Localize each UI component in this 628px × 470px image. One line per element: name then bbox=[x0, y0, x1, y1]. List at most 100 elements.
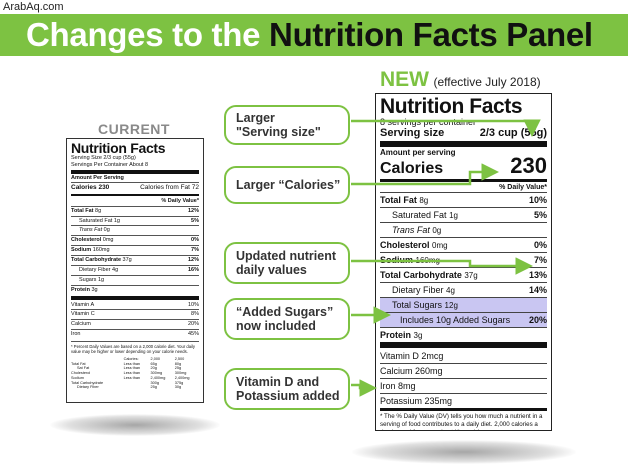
old-nutrient-dv: 12% bbox=[187, 257, 199, 263]
new-nutrient-label: Cholesterol 0mg bbox=[380, 240, 448, 250]
watermark: ArabAq.com bbox=[3, 1, 64, 13]
new-vitamin-label: Calcium 260mg bbox=[380, 366, 443, 376]
current-nutrition-label: Nutrition Facts Serving Size 2/3 cup (55… bbox=[66, 138, 204, 403]
new-nutrient-dv: 7% bbox=[533, 255, 547, 265]
new-vitamin-row: Potassium 235mg bbox=[380, 393, 547, 408]
new-amount-per-serving: Amount per serving bbox=[380, 148, 456, 157]
old-table-cell: 300g bbox=[150, 380, 159, 385]
new-nutrient-label: Saturated Fat 1g bbox=[392, 210, 458, 220]
new-nutrient-name: Total Fat bbox=[380, 195, 417, 205]
new-nutrient-dv: 20% bbox=[528, 315, 547, 325]
old-nutrient-label: Sugars 1g bbox=[79, 276, 105, 283]
new-nutrient-name: Dietary Fiber bbox=[392, 285, 444, 295]
callout-daily-values: Updated nutrient daily values bbox=[224, 242, 350, 284]
old-table-cell: Cholesterol bbox=[71, 371, 91, 376]
old-vitamin-row: Vitamin A 10% bbox=[71, 301, 199, 310]
old-vitamin-dv: 20% bbox=[187, 321, 199, 328]
callout-serving-size: Larger "Serving size" bbox=[224, 105, 350, 145]
old-table-cell: Less than bbox=[123, 375, 141, 380]
old-calories-from-fat: Calories from Fat 72 bbox=[140, 183, 199, 191]
new-nutrient-amount: 160mg bbox=[415, 256, 440, 265]
new-nutrient-row: Total Sugars 12g bbox=[380, 297, 547, 312]
old-table-cell: Total Fat bbox=[71, 361, 86, 366]
old-nutrient-name: Sodium bbox=[71, 247, 92, 254]
old-nutrient-row: Dietary Fiber 4g 16% bbox=[71, 264, 199, 275]
new-nutrient-amount: 1g bbox=[449, 211, 458, 220]
old-table-cell: Sodium bbox=[71, 375, 84, 380]
old-nutrient-label: Total Carbohydrate 37g bbox=[71, 257, 132, 263]
new-nutrient-name: Sodium bbox=[380, 255, 413, 265]
old-vitamin-dv: 10% bbox=[187, 301, 199, 308]
old-table-cell: 25g bbox=[174, 366, 182, 371]
new-nutrient-name: Includes 10g Added Sugars bbox=[400, 315, 511, 325]
page-title: Changes to the Nutrition Facts Panel bbox=[26, 16, 593, 54]
new-nutrient-name: Protein bbox=[380, 330, 412, 340]
old-nutrient-name: Trans Fat bbox=[79, 227, 103, 234]
new-serving-size-value: 2/3 cup (55g) bbox=[479, 127, 547, 139]
old-vitamin-label: Vitamin C bbox=[71, 311, 95, 318]
new-vitamin-label: Iron 8mg bbox=[380, 381, 416, 391]
new-nutrient-row: Dietary Fiber 4g 14% bbox=[380, 282, 547, 297]
old-table-cell: 80g bbox=[174, 361, 182, 366]
effective-date: (effective July 2018) bbox=[433, 75, 541, 89]
new-nutrient-label: Protein 3g bbox=[380, 330, 422, 340]
old-nutrient-label: Protein 3g bbox=[71, 286, 98, 293]
new-nutrition-label: Nutrition Facts 8 servings per container… bbox=[375, 93, 552, 431]
new-nutrient-name: Cholesterol bbox=[380, 240, 430, 250]
new-nutrient-row: Includes 10g Added Sugars 20% bbox=[380, 312, 547, 327]
old-nutrient-row: Saturated Fat 1g 5% bbox=[71, 215, 199, 226]
new-nutrient-row: Total Carbohydrate 37g 13% bbox=[380, 267, 547, 282]
current-label-shadow bbox=[50, 414, 220, 436]
new-servings: 8 servings per container bbox=[380, 117, 477, 127]
old-nutrient-label: Total Fat 8g bbox=[71, 207, 102, 214]
new-nutrient-label: Total Sugars 12g bbox=[392, 300, 458, 310]
new-nutrient-dv: 10% bbox=[528, 195, 547, 205]
old-footnote: * Percent Daily Values are based on a 2,… bbox=[71, 341, 199, 355]
new-nutrient-row: Sodium 160mg 7% bbox=[380, 252, 547, 267]
old-nutrient-label: Cholesterol 0mg bbox=[71, 237, 114, 244]
new-nutrient-row: Total Fat 8g 10% bbox=[380, 192, 547, 207]
old-nutrient-name: Saturated Fat bbox=[79, 217, 113, 224]
new-nutrient-amount: 3g bbox=[413, 331, 423, 340]
new-vitamin-label: Potassium 235mg bbox=[380, 396, 453, 406]
old-vitamin-row: Calcium 20% bbox=[71, 319, 199, 329]
new-nutrient-amount: 0mg bbox=[432, 241, 448, 250]
old-nutrient-label: Sodium 160mg bbox=[71, 247, 110, 254]
new-nutrient-name: Total Carbohydrate bbox=[380, 270, 462, 280]
new-nutrient-label: Trans Fat 0g bbox=[392, 225, 441, 235]
old-table-cell: Dietary Fiber bbox=[77, 385, 99, 390]
old-table-header-cell: 2,000 bbox=[150, 356, 161, 361]
old-table-row: Total Carbohydrate 300g 375g bbox=[71, 381, 199, 386]
old-table-row: Cholesterol Less than 300mg 300mg bbox=[71, 371, 199, 376]
old-table-cell bbox=[124, 385, 151, 390]
new-nutrient-row: Saturated Fat 1g 5% bbox=[380, 207, 547, 222]
old-nutrient-row: Sugars 1g bbox=[71, 274, 199, 285]
old-table-cell: 2,400mg bbox=[174, 375, 190, 380]
old-nutrient-name: Total Fat bbox=[71, 207, 94, 214]
old-amount-per-serving: Amount Per Serving bbox=[71, 174, 124, 181]
new-calories-value: 230 bbox=[510, 153, 547, 178]
old-nutrient-row: Trans Fat 0g bbox=[71, 225, 199, 235]
old-vitamin-dv: 8% bbox=[191, 311, 199, 318]
old-nutrient-label: Dietary Fiber 4g bbox=[79, 266, 119, 273]
old-nutrient-row: Protein 3g bbox=[71, 284, 199, 295]
new-nutrient-dv: 13% bbox=[528, 270, 547, 280]
old-nutrient-name: Cholesterol bbox=[71, 237, 102, 244]
old-nutrient-dv: 16% bbox=[187, 266, 199, 273]
old-calories-row: Calories 230 Calories from Fat 72 bbox=[71, 181, 199, 193]
new-nutrient-label: Includes 10g Added Sugars bbox=[400, 315, 510, 325]
old-table-cell: 2,400mg bbox=[150, 375, 166, 380]
new-nutrient-dv: 0% bbox=[533, 240, 547, 250]
old-daily-values-table: Calories: 2,000 2,500 Total Fat Less than 65… bbox=[71, 357, 199, 390]
new-label-title: Nutrition Facts bbox=[380, 95, 523, 118]
new-nutrient-name: Trans Fat bbox=[392, 225, 430, 235]
old-table-cell: 65g bbox=[150, 361, 157, 366]
new-word: NEW bbox=[380, 68, 429, 91]
new-nutrient-amount: 12g bbox=[444, 301, 458, 310]
old-nutrient-row: Total Fat 8g 12% bbox=[71, 205, 199, 216]
old-table-row: Sodium Less than 2,400mg 2,400mg bbox=[71, 376, 199, 381]
old-daily-value-header: % Daily Value* bbox=[161, 197, 199, 204]
new-nutrient-name: Saturated Fat bbox=[392, 210, 447, 220]
old-vitamin-label: Vitamin A bbox=[71, 301, 95, 308]
new-footnote: * The % Daily Value (DV) tells you how m… bbox=[380, 408, 547, 430]
